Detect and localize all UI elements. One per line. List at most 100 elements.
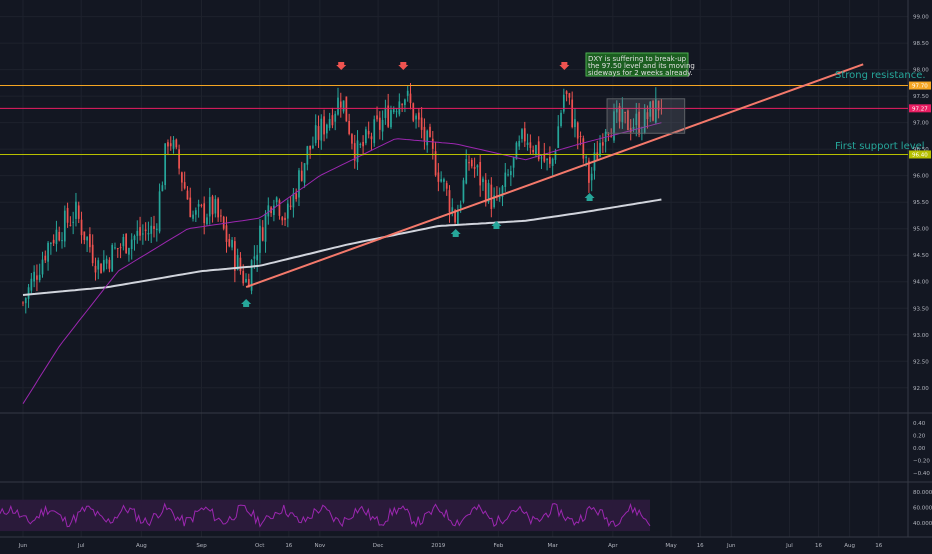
up-arrow-marker bbox=[450, 229, 461, 237]
candle-body bbox=[652, 101, 654, 121]
candle-body bbox=[278, 200, 281, 216]
candle-body bbox=[498, 197, 501, 199]
candle-body bbox=[108, 259, 111, 269]
candle-body bbox=[657, 100, 660, 111]
candle-body bbox=[125, 233, 127, 254]
candle-body bbox=[526, 142, 529, 145]
time-tick-label: Aug bbox=[844, 543, 855, 549]
price-tick-label: 94.50 bbox=[913, 253, 929, 259]
candle-body bbox=[429, 126, 431, 137]
candle-body bbox=[50, 242, 52, 244]
candle-body bbox=[292, 193, 295, 208]
candle-body bbox=[27, 287, 30, 299]
candle-body bbox=[549, 157, 551, 164]
candle-body bbox=[345, 96, 348, 122]
candle-body bbox=[654, 98, 657, 123]
candle-body bbox=[208, 197, 211, 217]
candle-body bbox=[649, 101, 652, 117]
candle-body bbox=[615, 108, 618, 113]
candle-body bbox=[501, 186, 504, 197]
candle-body bbox=[24, 298, 27, 304]
candle-body bbox=[303, 163, 306, 183]
candle-body bbox=[440, 179, 443, 182]
candle-body bbox=[264, 213, 267, 242]
price-tick-label: 96.00 bbox=[913, 174, 929, 180]
up-arrow-marker bbox=[491, 221, 502, 229]
grid bbox=[0, 0, 908, 537]
candle-body bbox=[200, 204, 203, 206]
candle-body bbox=[55, 229, 58, 245]
candle-body bbox=[153, 226, 155, 230]
candle-body bbox=[267, 205, 270, 217]
candle-body bbox=[406, 90, 409, 96]
candle-body bbox=[557, 126, 560, 148]
candle-body bbox=[247, 279, 250, 288]
candle-body bbox=[381, 119, 384, 132]
candle-body bbox=[300, 170, 303, 181]
candle-body bbox=[482, 178, 484, 183]
consolidation-box bbox=[606, 98, 686, 134]
candle-body bbox=[334, 113, 337, 122]
candle-body bbox=[325, 124, 328, 134]
candle-body bbox=[77, 205, 80, 219]
candle-body bbox=[169, 143, 172, 147]
price-label-badge bbox=[909, 104, 931, 113]
candle-body bbox=[629, 127, 632, 133]
candle-body bbox=[147, 232, 150, 235]
time-tick-label: Dec bbox=[373, 543, 384, 549]
candle-body bbox=[97, 260, 100, 270]
candle-body bbox=[523, 128, 526, 142]
candle-body bbox=[339, 101, 342, 108]
candle-body bbox=[434, 151, 437, 176]
candle-body bbox=[362, 141, 364, 147]
candle-body bbox=[22, 302, 24, 304]
candle-body bbox=[476, 165, 479, 168]
candle-body bbox=[164, 143, 167, 186]
candle-body bbox=[532, 149, 535, 153]
candle-body bbox=[30, 278, 33, 291]
candle-body bbox=[259, 225, 261, 253]
candle-body bbox=[409, 93, 412, 104]
candle-body bbox=[454, 210, 456, 223]
candle-body bbox=[94, 265, 97, 273]
callout-text-line: DXY is suffering to break-up bbox=[588, 55, 687, 63]
candle-body bbox=[370, 136, 373, 140]
candle-body bbox=[560, 112, 562, 126]
candle-body bbox=[222, 216, 225, 229]
price-tick-label: 99.00 bbox=[913, 15, 929, 21]
callout-text-line: sideways for 2 weeks already. bbox=[588, 69, 693, 77]
candle-body bbox=[61, 240, 63, 242]
candle-body bbox=[231, 239, 233, 248]
candle-body bbox=[529, 142, 532, 148]
candle-body bbox=[245, 278, 247, 282]
candle-body bbox=[632, 127, 635, 130]
candle-body bbox=[384, 107, 387, 118]
callout-text-line: the 97.50 level and its moving bbox=[588, 62, 695, 70]
candle-body bbox=[281, 217, 284, 221]
candle-body bbox=[579, 135, 582, 137]
time-tick-label: 16 bbox=[697, 543, 704, 549]
candle-body bbox=[490, 184, 493, 210]
candle-body bbox=[47, 242, 49, 262]
candle-body bbox=[100, 263, 102, 274]
candle-body bbox=[596, 152, 599, 160]
candle-body bbox=[356, 140, 359, 163]
candle-body bbox=[537, 141, 540, 160]
price-tick-label: 96.50 bbox=[913, 147, 929, 153]
candle-body bbox=[217, 198, 219, 218]
candle-body bbox=[130, 239, 133, 249]
candle-body bbox=[242, 270, 245, 284]
candle-body bbox=[601, 142, 604, 146]
candle-body bbox=[540, 157, 543, 159]
candle-body bbox=[627, 110, 629, 131]
candle-body bbox=[122, 237, 125, 247]
candle-body bbox=[417, 112, 420, 120]
price-tick-label: 95.50 bbox=[913, 200, 929, 206]
candle-body bbox=[80, 219, 83, 236]
candle-body bbox=[44, 255, 47, 261]
candle-body bbox=[376, 115, 378, 120]
candle-body bbox=[479, 161, 482, 186]
rsi-line bbox=[0, 502, 651, 528]
candle-body bbox=[635, 113, 638, 126]
candle-body bbox=[624, 112, 627, 114]
